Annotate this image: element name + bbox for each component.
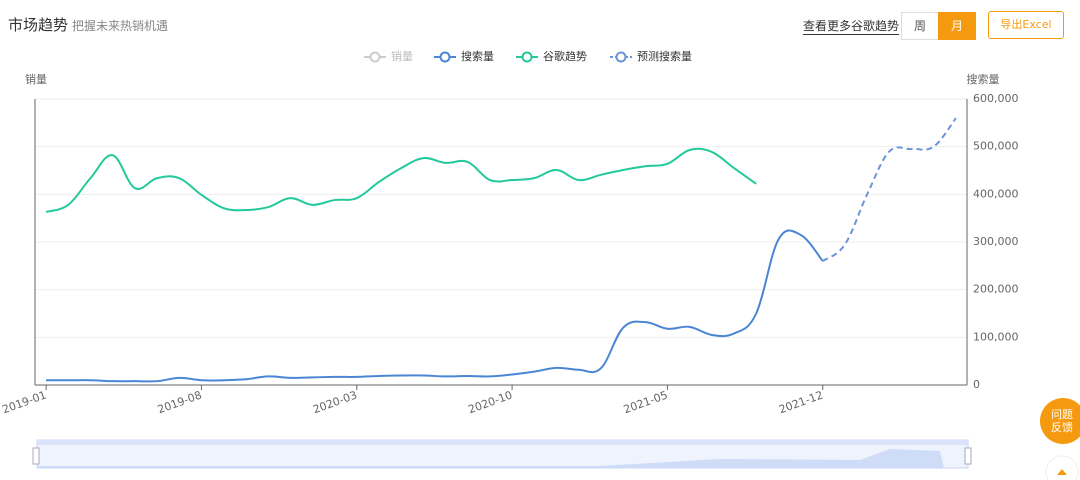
y-tick-label: 400,000 bbox=[973, 187, 1019, 200]
x-tick-label: 2019-08 bbox=[156, 388, 204, 416]
y-axis-title: 销量 bbox=[25, 72, 47, 86]
y-tick-label: 100,000 bbox=[973, 330, 1019, 343]
zoom-bar bbox=[37, 440, 968, 445]
back-to-top[interactable] bbox=[1045, 455, 1079, 480]
series-line bbox=[46, 229, 824, 383]
y-tick-label: 200,000 bbox=[973, 283, 1019, 296]
y-axis-title: 搜索量 bbox=[967, 72, 1000, 86]
series-line bbox=[45, 147, 757, 213]
legend-marker bbox=[521, 51, 533, 63]
x-tick-label: 2020-03 bbox=[311, 388, 359, 416]
series-line bbox=[822, 117, 957, 262]
zoom-handle[interactable] bbox=[32, 447, 40, 465]
y-tick-label: 500,000 bbox=[973, 140, 1019, 153]
legend-label: 搜索量 bbox=[461, 49, 494, 63]
page-title: 市场趋势 bbox=[8, 16, 69, 34]
arrow-icon bbox=[1057, 469, 1067, 475]
legend-item[interactable]: 搜索量 bbox=[434, 49, 494, 63]
legend-label: 销量 bbox=[391, 49, 413, 63]
y-tick-label: 0 bbox=[973, 378, 980, 391]
legend-marker bbox=[439, 51, 451, 63]
trend-link[interactable]: 查看更多谷歌趋势 bbox=[803, 19, 900, 35]
export-button[interactable]: 导出Excel bbox=[988, 11, 1064, 39]
legend-item[interactable]: 预测搜索量 bbox=[610, 49, 692, 63]
legend-item[interactable]: 谷歌趋势 bbox=[516, 49, 587, 63]
y-tick-label: 600,000 bbox=[973, 92, 1019, 105]
legend-label: 预测搜索量 bbox=[637, 49, 692, 63]
legend-item[interactable]: 销量 bbox=[364, 49, 413, 63]
legend-marker bbox=[369, 51, 381, 63]
feedback-button[interactable]: 问题反馈 bbox=[1040, 398, 1080, 444]
x-tick-label: 2021-12 bbox=[777, 388, 825, 416]
x-tick-label: 2021-05 bbox=[622, 388, 670, 416]
legend-marker bbox=[615, 51, 627, 63]
y-tick-label: 300,000 bbox=[973, 235, 1019, 248]
zoom-handle[interactable] bbox=[964, 447, 972, 465]
page-subtitle: 把握未来热销机遇 bbox=[72, 19, 169, 33]
x-tick-label: 2019-01 bbox=[1, 388, 49, 416]
x-tick-label: 2020-10 bbox=[467, 388, 515, 416]
zoom-preview bbox=[37, 449, 944, 468]
legend-label: 谷歌趋势 bbox=[543, 49, 587, 63]
month-tab[interactable]: 月 bbox=[938, 12, 976, 40]
